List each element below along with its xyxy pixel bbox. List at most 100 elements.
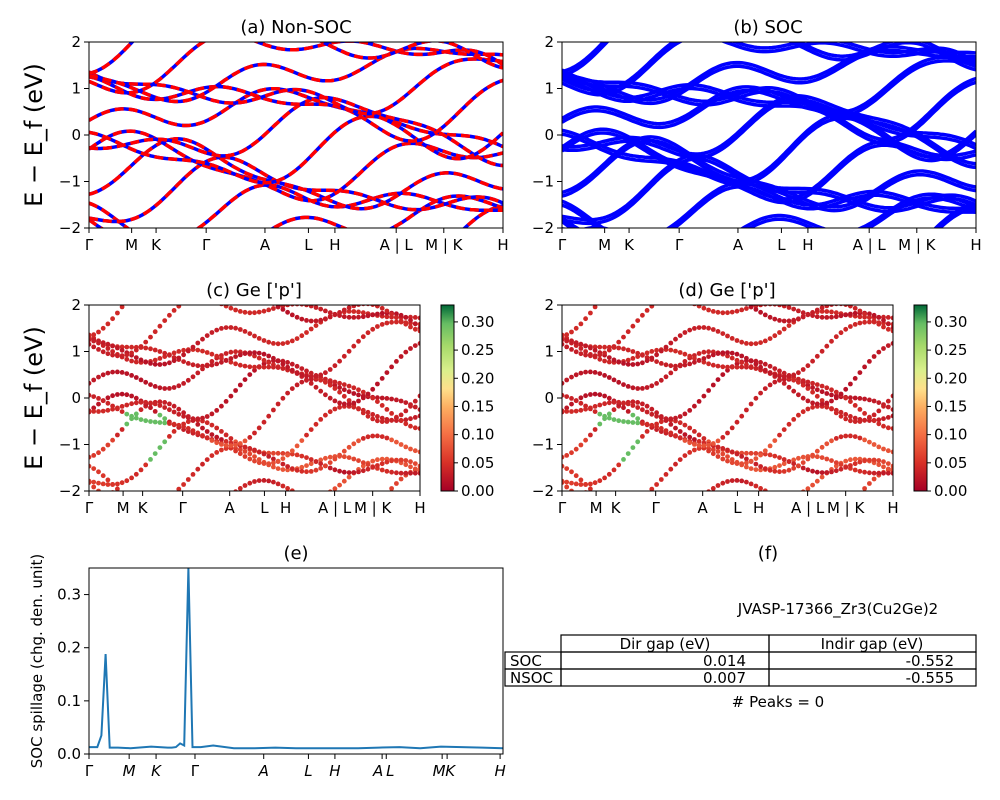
projection-point — [167, 421, 172, 426]
projection-point — [157, 362, 163, 367]
projection-point — [748, 458, 754, 464]
projection-point — [710, 309, 716, 314]
colorbar-tick-label: 0.00 — [461, 482, 494, 500]
projection-point — [379, 434, 385, 439]
projection-point — [119, 480, 125, 486]
projection-point — [148, 400, 153, 406]
projection-point — [110, 349, 115, 354]
projection-point — [871, 398, 877, 404]
projection-point — [228, 325, 234, 330]
projection-point — [323, 370, 328, 376]
projection-point — [219, 442, 224, 447]
projection-point — [105, 442, 111, 448]
panel-c-title: (c) Ge ['p'] — [206, 280, 302, 301]
projection-point — [219, 403, 224, 409]
projection-point — [233, 307, 239, 313]
projection-point — [734, 419, 740, 425]
projection-point — [668, 363, 674, 369]
projection-point — [819, 305, 825, 311]
projection-point — [195, 430, 201, 436]
projection-point — [573, 340, 579, 346]
projection-point — [616, 359, 622, 365]
projection-point — [602, 401, 607, 407]
x-tick-label: K — [151, 762, 162, 780]
projection-point — [739, 307, 745, 313]
y-tick-label: −2 — [59, 482, 81, 500]
projection-point — [786, 384, 792, 390]
projection-point — [876, 462, 882, 468]
projection-point — [152, 384, 158, 389]
projection-point — [294, 382, 300, 388]
projection-point — [677, 420, 683, 426]
projection-point — [791, 372, 797, 378]
projection-point — [852, 456, 858, 462]
projection-point — [143, 339, 149, 345]
colorbar-tick-label: 0.05 — [461, 454, 494, 472]
projection-point — [744, 464, 749, 470]
projection-point — [252, 479, 257, 484]
projection-point — [299, 379, 305, 385]
projection-point — [110, 437, 115, 443]
projection-point — [762, 488, 768, 491]
projection-point — [346, 305, 352, 311]
projection-point — [389, 469, 394, 475]
projection-point — [692, 447, 697, 453]
projection-point — [256, 364, 262, 370]
projection-point — [375, 324, 380, 329]
projection-point — [308, 326, 314, 332]
projection-point — [843, 412, 849, 417]
projection-point — [833, 468, 839, 474]
projection-point — [734, 364, 740, 370]
projection-point — [133, 347, 139, 353]
panel-b-title: (b) SOC — [733, 17, 802, 38]
projection-point — [606, 395, 612, 401]
projection-point — [625, 384, 631, 389]
projection-point — [280, 361, 286, 367]
projection-point — [578, 482, 584, 487]
projection-point — [394, 470, 399, 476]
projection-point — [133, 355, 139, 360]
panel-b-yticks: 210−1−2 — [532, 33, 562, 237]
projection-point — [351, 305, 357, 309]
projection-point — [299, 333, 305, 339]
projection-point — [110, 482, 115, 487]
projection-point — [162, 354, 168, 359]
projection-point — [138, 357, 144, 363]
projection-point — [394, 457, 399, 463]
projection-point — [805, 486, 811, 491]
projection-point — [654, 410, 659, 416]
projection-point — [176, 406, 182, 412]
projection-point — [289, 361, 295, 367]
projection-point — [223, 439, 229, 444]
projection-point — [583, 343, 588, 349]
projection-point — [862, 469, 867, 475]
projection-point — [261, 351, 267, 357]
projection-point — [862, 486, 867, 491]
x-tick-label: H — [329, 236, 340, 254]
projection-point — [408, 464, 413, 470]
projection-point — [370, 465, 376, 470]
projection-point — [588, 369, 593, 375]
projection-point — [275, 365, 281, 370]
projection-point — [356, 438, 361, 444]
projection-point — [341, 307, 347, 313]
projection-point — [412, 466, 418, 472]
projection-point — [706, 349, 711, 355]
projection-point — [701, 349, 707, 355]
projection-point — [318, 377, 324, 383]
projection-point — [616, 345, 622, 351]
projection-point — [162, 350, 168, 356]
panel-d-title: (d) Ge ['p'] — [678, 280, 775, 301]
projection-point — [592, 480, 598, 486]
projection-point — [744, 460, 749, 466]
projection-point — [417, 393, 420, 399]
projection-point — [569, 374, 574, 380]
projection-point — [852, 305, 858, 311]
projection-point — [152, 401, 158, 407]
projection-point — [562, 392, 565, 398]
projection-point — [777, 368, 782, 374]
projection-point — [365, 466, 371, 472]
projection-point — [843, 433, 849, 439]
projection-point — [162, 361, 168, 367]
